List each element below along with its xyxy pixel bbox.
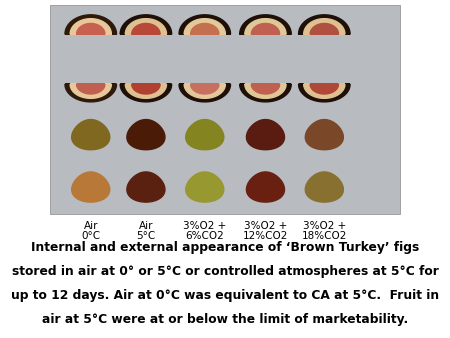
Text: 6%CO2: 6%CO2 [185,231,224,241]
Polygon shape [120,84,171,102]
Text: 0°C: 0°C [81,231,100,241]
Polygon shape [184,84,225,98]
Polygon shape [186,120,224,150]
Polygon shape [247,120,284,150]
Polygon shape [184,19,225,34]
Polygon shape [120,15,171,34]
Text: air at 5°C were at or below the limit of marketability.: air at 5°C were at or below the limit of… [42,313,408,327]
Polygon shape [70,84,111,98]
Text: 3%O2 +: 3%O2 + [303,221,346,231]
Text: Air: Air [84,221,98,231]
Polygon shape [240,84,291,102]
Text: 5°C: 5°C [136,231,156,241]
Polygon shape [247,172,284,202]
Polygon shape [179,15,230,34]
Polygon shape [76,23,105,34]
Polygon shape [127,172,165,202]
Polygon shape [245,19,286,34]
Polygon shape [191,84,219,94]
Polygon shape [310,84,338,94]
Polygon shape [125,84,166,98]
Polygon shape [298,84,350,102]
Text: 3%O2 +: 3%O2 + [183,221,226,231]
Text: 12%CO2: 12%CO2 [243,231,288,241]
Polygon shape [251,84,279,94]
Polygon shape [186,172,224,202]
Polygon shape [179,84,230,102]
Polygon shape [305,120,343,150]
Polygon shape [240,15,291,34]
Polygon shape [245,84,286,98]
Polygon shape [298,15,350,34]
Polygon shape [65,15,117,34]
Polygon shape [304,84,345,98]
Text: stored in air at 0° or 5°C or controlled atmospheres at 5°C for: stored in air at 0° or 5°C or controlled… [12,265,438,278]
Text: up to 12 days. Air at 0°C was equivalent to CA at 5°C.  Fruit in: up to 12 days. Air at 0°C was equivalent… [11,289,439,303]
Text: 18%CO2: 18%CO2 [302,231,347,241]
Bar [50,5,400,214]
Polygon shape [72,120,110,150]
Polygon shape [125,19,166,34]
Polygon shape [76,84,105,94]
Text: Internal and external appearance of ‘Brown Turkey’ figs: Internal and external appearance of ‘Bro… [31,241,419,254]
Polygon shape [304,19,345,34]
Polygon shape [70,19,111,34]
Polygon shape [132,23,160,34]
Polygon shape [191,23,219,34]
Polygon shape [251,23,279,34]
Text: Air: Air [139,221,153,231]
Text: 3%O2 +: 3%O2 + [244,221,287,231]
Polygon shape [72,172,110,202]
Polygon shape [310,23,338,34]
Polygon shape [305,172,343,202]
Polygon shape [127,120,165,150]
Polygon shape [65,84,117,102]
Polygon shape [132,84,160,94]
